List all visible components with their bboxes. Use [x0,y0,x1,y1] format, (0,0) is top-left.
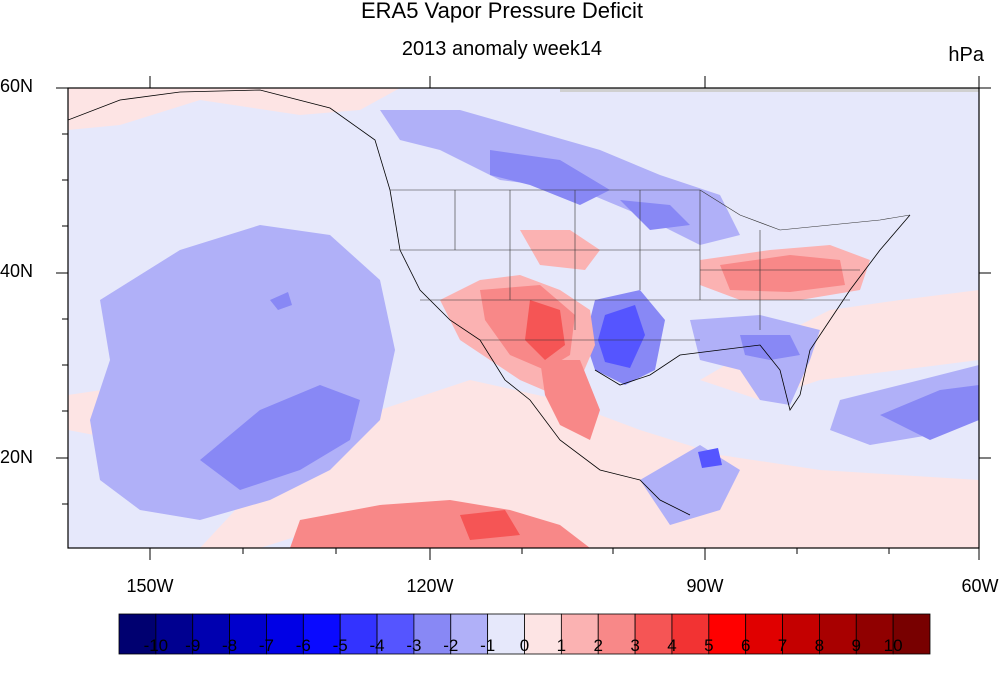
colorbar-tick-label: 5 [704,636,714,655]
colorbar-tick-label: -5 [332,636,348,655]
gulf-atlantic-coast [594,214,911,411]
atlantic-negative-core [880,385,979,440]
pacific-negative-2 [200,385,360,490]
colorbar-tick-label: -3 [406,636,422,655]
colorbar-box [524,613,562,655]
colorbar-box [376,613,415,655]
alaska-canada-coast [68,89,391,191]
colorbar-box [745,613,783,655]
axis-ticks [56,76,991,560]
units-label: hPa [948,44,984,66]
missing-data-strip [560,88,979,92]
us-state-borders [390,189,911,341]
colorbar-tick-label: 3 [630,636,640,655]
colorbar-box [302,613,341,655]
plot-frame [67,87,980,549]
colorbar-tick-label: 1 [556,636,567,655]
colorbar-tick-label: 4 [667,636,677,655]
colorbar-box [450,613,489,655]
northeast-positive-core [720,255,845,292]
north-pacific-positive [68,88,400,130]
colorbar-box [229,613,267,655]
map-subtitle: 2013 anomaly week14 [401,38,603,60]
colorbar-tick-label: -6 [295,636,311,655]
colorbar-tick-label: -2 [443,636,459,655]
mexico-positive [540,360,600,440]
colorbar-tick-label: -1 [480,636,496,655]
colorbar-box [634,613,673,655]
colorbar-box [339,613,378,655]
state-lines-vertical [454,190,761,330]
lat-label-20n: 20N [0,447,34,467]
caribbean-negative-core [698,448,722,468]
colorbar-tick-label: 10 [883,636,903,655]
colorbar-tick-label: 8 [814,636,825,655]
texas-negative-core [598,305,645,368]
colorbar-box [782,613,820,655]
colorbar-tick-label: -8 [222,636,238,655]
colorbar-tick-label: -9 [185,636,201,655]
colorbar-tick-label: 9 [851,636,861,655]
coastlines [68,89,911,516]
colorbar-box [855,613,894,655]
lon-label-90w: 90W [686,576,724,596]
colorbar-box [413,613,452,655]
state-lines-horizontal [390,249,860,341]
colorbar-box [155,613,194,655]
colorbar-box [560,613,599,655]
lat-label-60n: 60N [0,76,34,96]
colorbar-box [819,613,857,655]
colorbar-tick-label: 7 [777,636,788,655]
colorbar-box [487,613,525,655]
lon-label-120w: 120W [406,576,454,596]
colorbar-tick-label: 0 [519,636,530,655]
tropical-pacific-positive-core [460,510,520,540]
colorbar-tick-label: -10 [143,636,169,655]
anomaly-field [68,88,979,548]
canada-negative-core [490,150,610,205]
lon-label-150w: 150W [126,576,174,596]
pacific-coast [389,189,691,516]
colorbar-tick-label: 2 [593,636,603,655]
colorbar-tick-label: -4 [369,636,385,655]
colorbar-box [266,613,304,655]
map-title: ERA5 Vapor Pressure Deficit [360,0,644,23]
lat-label-40n: 40N [0,261,34,281]
plains-negative [620,200,690,230]
colorbar-boxes [118,613,931,655]
southwest-positive-core [525,300,565,360]
pacific-negative-3 [270,292,292,310]
colorbar-tick-label: 6 [740,636,751,655]
colorbar-box [708,613,747,655]
lon-label-60w: 60W [961,576,999,596]
tropical-pacific-positive [290,500,590,548]
southeast-negative-core [740,335,800,360]
colorbar-box [892,613,931,655]
us-canada-border [390,189,911,231]
colorbar-box [192,613,230,655]
colorbar-tick-label: -7 [258,636,275,655]
